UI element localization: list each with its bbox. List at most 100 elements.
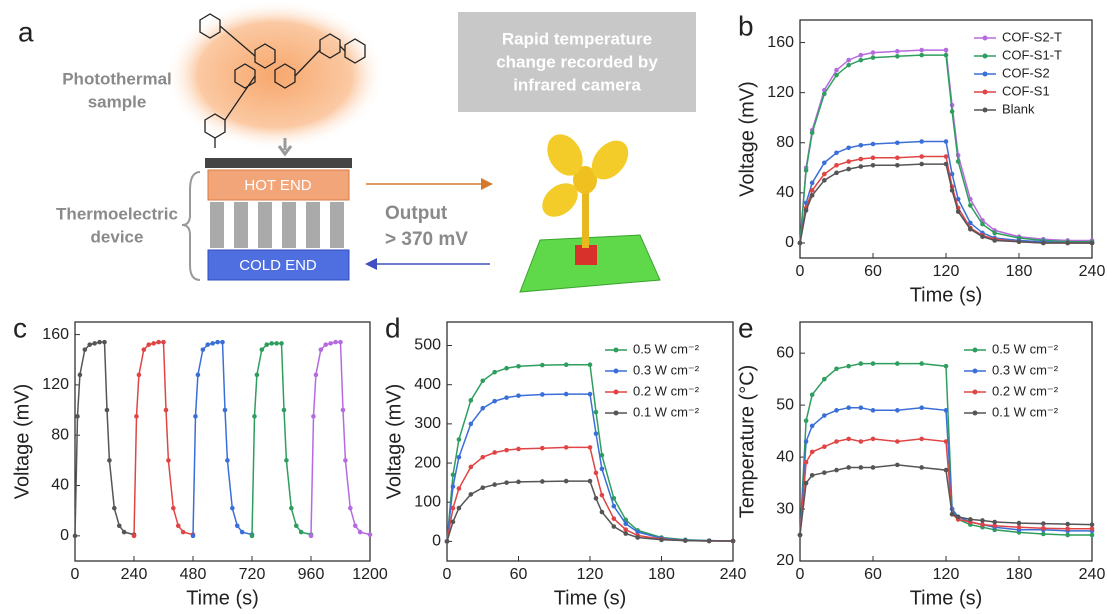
data-point <box>195 372 201 378</box>
data-point <box>858 57 864 63</box>
x-tick-label: 180 <box>1006 263 1033 280</box>
data-point <box>943 408 949 413</box>
data-point <box>593 496 599 501</box>
data-point <box>328 341 333 346</box>
data-point <box>1089 526 1095 532</box>
y-tick-label: 160 <box>767 34 794 51</box>
data-point <box>968 226 973 232</box>
data-point <box>992 238 997 243</box>
data-point <box>846 436 851 442</box>
data-point <box>1089 240 1095 246</box>
data-point <box>968 203 973 208</box>
data-point <box>846 145 851 151</box>
data-point <box>1065 532 1070 538</box>
y-tick-label: 40 <box>776 184 794 201</box>
x-tick-label: 60 <box>864 566 882 583</box>
series-line <box>799 163 1092 244</box>
legend-label: COF-S1-T <box>1002 47 1062 62</box>
data-point <box>809 180 815 186</box>
data-point <box>563 445 569 450</box>
x-tick-label: 240 <box>121 566 148 583</box>
x-tick-label: 720 <box>239 566 266 583</box>
data-point <box>205 342 211 347</box>
device-label: device <box>91 227 144 246</box>
data-point <box>846 57 851 63</box>
data-point <box>803 480 809 486</box>
data-point <box>215 339 220 345</box>
data-point <box>146 342 152 347</box>
data-point <box>706 538 712 544</box>
y-tick-label: 400 <box>414 376 441 393</box>
legend-label: 0.3 W cm⁻² <box>633 362 700 377</box>
data-point <box>104 407 110 413</box>
data-point <box>444 539 450 544</box>
data-point <box>803 439 809 444</box>
data-point <box>540 392 545 397</box>
data-point <box>131 533 137 539</box>
data-point <box>225 458 230 463</box>
data-point <box>468 492 474 497</box>
data-point <box>450 484 456 489</box>
x-axis-label: Time (s) <box>554 587 627 609</box>
x-tick-label: 960 <box>298 566 325 583</box>
data-point <box>1041 525 1046 531</box>
data-point <box>77 372 83 378</box>
data-point <box>809 392 815 398</box>
y-tick-label: 160 <box>42 326 69 343</box>
data-point <box>468 464 474 470</box>
y-tick-label: 0 <box>432 533 441 550</box>
data-point <box>587 445 593 450</box>
data-point <box>635 529 640 535</box>
data-point <box>611 516 617 521</box>
data-point <box>822 376 827 382</box>
series-line <box>446 363 734 542</box>
data-point <box>949 511 955 517</box>
data-point <box>269 341 274 346</box>
data-point <box>943 439 949 444</box>
data-point <box>504 395 509 400</box>
data-point <box>274 341 279 346</box>
data-point <box>599 492 605 498</box>
data-point <box>943 467 949 473</box>
x-tick-label: 60 <box>510 566 528 583</box>
data-point <box>803 459 809 465</box>
data-point <box>492 482 497 487</box>
data-point <box>895 408 900 413</box>
data-point <box>200 347 206 352</box>
y-tick-label: 60 <box>776 344 794 361</box>
data-point <box>87 342 93 347</box>
data-point <box>352 523 358 529</box>
data-point <box>450 519 456 525</box>
data-point <box>919 154 924 159</box>
y-axis-label: Voltage (mV) <box>736 81 758 197</box>
panel-label: a <box>18 16 34 47</box>
data-point <box>516 479 521 485</box>
data-point <box>156 339 161 345</box>
y-tick-label: 20 <box>776 552 794 569</box>
data-point <box>102 339 107 345</box>
series-line <box>192 341 253 536</box>
data-point <box>599 452 605 458</box>
data-point <box>1065 521 1070 527</box>
data-point <box>822 413 827 418</box>
x-tick-label: 240 <box>1079 263 1106 280</box>
brace <box>181 171 201 281</box>
data-point <box>587 362 593 368</box>
y-tick-label: 0 <box>60 527 69 544</box>
series-line <box>446 480 733 542</box>
data-point <box>1089 532 1095 538</box>
data-point <box>822 171 827 177</box>
data-point <box>895 155 900 161</box>
data-point <box>809 188 815 193</box>
data-point <box>919 405 924 411</box>
data-point <box>340 407 346 413</box>
y-tick-label: 200 <box>414 454 441 471</box>
data-point <box>895 439 900 444</box>
data-point <box>797 240 803 246</box>
data-point <box>338 339 343 345</box>
x-tick-label: 240 <box>720 566 747 583</box>
data-point <box>504 480 509 485</box>
data-point <box>492 450 497 455</box>
data-point <box>593 409 599 415</box>
